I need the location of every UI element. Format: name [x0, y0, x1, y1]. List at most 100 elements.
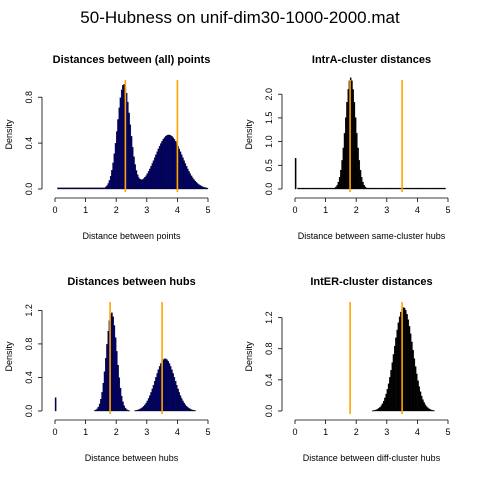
histogram-bar	[380, 405, 383, 412]
histogram-bar	[180, 398, 183, 412]
histogram-bar	[122, 401, 124, 412]
y-tick-label: 0.0	[24, 405, 34, 418]
histogram-bar	[129, 124, 132, 190]
histogram-bar	[173, 377, 176, 412]
y-tick-label: 0.4	[24, 137, 34, 150]
histogram-bar	[149, 395, 151, 412]
histogram-bar	[321, 187, 324, 190]
histogram-bar	[434, 187, 436, 190]
x-axis-label: Distance between diff-cluster hubs	[303, 453, 441, 463]
histogram-bar	[101, 392, 103, 412]
histogram-bar	[167, 361, 169, 412]
histogram-bar	[433, 187, 435, 190]
histogram-bar	[135, 410, 138, 412]
histogram-bar	[151, 163, 154, 190]
histogram-bar	[354, 117, 357, 190]
histogram-bar	[347, 89, 350, 190]
histogram-bar	[189, 408, 192, 412]
histogram-bar	[343, 133, 346, 190]
histogram-bar	[340, 169, 342, 190]
histogram-bar	[425, 406, 428, 412]
histogram-bar	[299, 187, 302, 190]
x-tick-label: 0	[292, 427, 297, 437]
histogram-bar	[375, 409, 378, 412]
histogram-bar	[391, 362, 394, 412]
histogram-bar	[146, 400, 149, 412]
histogram-bar	[189, 173, 192, 190]
histogram-bar	[395, 337, 397, 412]
histogram-bar	[168, 363, 171, 412]
histogram-bar	[138, 409, 140, 412]
histogram-bar	[407, 187, 409, 190]
histogram-bar	[362, 181, 364, 190]
histogram-bar	[83, 187, 85, 190]
histogram-bar	[118, 107, 121, 190]
histogram-bar	[440, 187, 443, 190]
histogram-bar	[161, 141, 163, 190]
histogram-bar	[201, 186, 204, 190]
histogram-bar	[417, 380, 419, 412]
histogram-bar	[314, 187, 316, 190]
x-tick-label: 2	[354, 427, 359, 437]
histogram-bar	[109, 175, 112, 190]
histogram-bar	[141, 179, 144, 190]
histogram-bar	[150, 166, 152, 190]
histogram-bar	[169, 366, 172, 412]
histogram-bar	[188, 171, 190, 190]
histogram-bar	[106, 344, 108, 412]
histogram-bar	[123, 405, 125, 412]
y-tick-label: 1.5	[264, 112, 274, 125]
histogram-bar	[427, 187, 429, 190]
x-tick-label: 4	[415, 427, 420, 437]
histogram-bar	[172, 137, 174, 190]
x-tick-label: 1	[83, 205, 88, 215]
x-axis: 0 1 2 3 4 5	[292, 197, 451, 215]
histogram-bar	[60, 187, 63, 190]
histogram-bar	[87, 187, 90, 190]
histogram-bar	[385, 187, 387, 190]
histogram-bar	[182, 400, 184, 412]
histogram-bar	[169, 135, 172, 190]
histogram-bar	[114, 143, 117, 190]
panel-3: Distances between hubs 0 1 2 3 4 5 Distance bet…	[4, 276, 211, 463]
histogram-bar	[414, 366, 417, 412]
panel-title: IntrA-cluster distances	[312, 54, 431, 66]
x-tick-label: 1	[83, 427, 88, 437]
histogram-bar	[202, 186, 205, 190]
histogram-bar	[430, 187, 433, 190]
histogram-bar	[117, 119, 119, 190]
histogram-bar	[431, 187, 434, 190]
histogram-bar	[65, 187, 68, 190]
histogram-bar	[96, 187, 98, 190]
histogram-bar	[433, 410, 435, 412]
histogram-bar	[298, 187, 301, 190]
y-tick-label: 0.5	[264, 159, 274, 172]
histogram-bar	[393, 345, 396, 412]
histogram-bar	[139, 178, 141, 190]
histogram-bar	[163, 358, 166, 412]
histogram-bar	[187, 168, 189, 190]
histogram-bar	[367, 187, 369, 190]
histogram-bar	[412, 350, 414, 412]
histogram-bar	[158, 366, 161, 412]
histogram-bar	[166, 135, 168, 190]
histogram-bar	[411, 187, 413, 190]
histogram-bar	[373, 187, 375, 190]
histogram-bar	[376, 187, 379, 190]
histogram-bar	[375, 187, 378, 190]
histogram-bar	[419, 187, 422, 190]
histogram-bar	[177, 388, 179, 412]
histogram-bar	[94, 410, 96, 412]
x-tick-label: 0	[52, 205, 57, 215]
histogram-bar	[324, 187, 326, 190]
y-axis: 0.0 0.4 0.8 1.2	[264, 311, 283, 417]
histogram-bar	[190, 175, 193, 190]
histogram-bar	[407, 319, 409, 412]
histogram-bar	[378, 187, 380, 190]
histogram-bar	[373, 410, 375, 412]
x-tick-label: 1	[323, 205, 328, 215]
histogram-bar	[405, 310, 407, 412]
histogram-bar	[420, 187, 423, 190]
histogram-bar	[387, 187, 390, 190]
histogram-bar	[420, 395, 423, 412]
